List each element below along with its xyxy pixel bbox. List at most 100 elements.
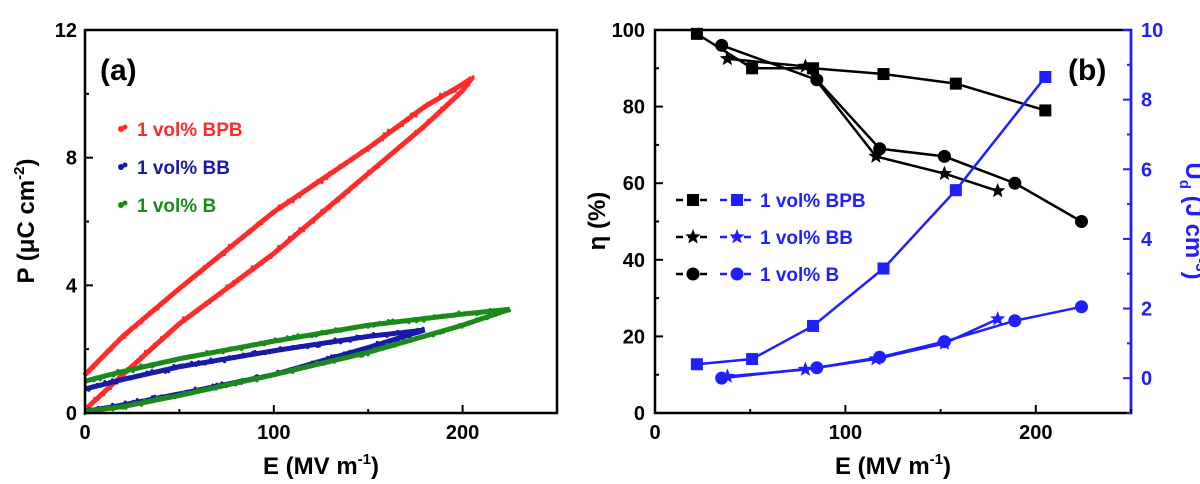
data-point xyxy=(195,353,199,357)
data-point xyxy=(376,333,380,337)
x-tick-label: 0 xyxy=(79,422,90,444)
data-point xyxy=(279,338,283,342)
data-point xyxy=(103,390,107,394)
data-point xyxy=(343,339,347,343)
data-point xyxy=(125,332,129,336)
data-point xyxy=(264,257,268,261)
data-point xyxy=(285,335,289,339)
legend-marker xyxy=(118,126,124,132)
data-point xyxy=(233,382,237,386)
data-point xyxy=(363,175,367,180)
data-point xyxy=(385,334,389,338)
data-point xyxy=(190,360,194,364)
legend-label: 1 vol% BPB xyxy=(137,120,243,141)
data-point xyxy=(229,346,233,350)
data-point xyxy=(386,128,390,132)
data-point xyxy=(185,392,189,396)
panel-a-y-axis-label: P (μC cm-2) xyxy=(11,159,40,284)
series-line xyxy=(727,317,999,378)
data-point xyxy=(485,317,489,321)
data-point xyxy=(175,325,179,329)
data-point xyxy=(746,353,759,366)
data-point xyxy=(267,214,271,218)
data-point xyxy=(990,311,1006,326)
data-point xyxy=(152,364,156,368)
data-point xyxy=(167,370,171,374)
data-point xyxy=(441,313,445,317)
data-point xyxy=(205,350,209,354)
data-point xyxy=(286,198,290,202)
data-point xyxy=(475,312,479,317)
data-point xyxy=(222,287,227,291)
data-point xyxy=(393,344,397,348)
data-point xyxy=(276,349,280,353)
data-point xyxy=(143,398,147,402)
data-point xyxy=(1008,314,1022,328)
data-point xyxy=(172,363,176,368)
data-point xyxy=(239,354,243,359)
data-point xyxy=(214,387,218,391)
data-point xyxy=(132,401,136,405)
legend-marker xyxy=(118,202,124,208)
data-point xyxy=(194,274,198,278)
data-point xyxy=(306,345,310,350)
data-point xyxy=(193,355,197,359)
data-point xyxy=(144,364,148,368)
series-line xyxy=(721,44,1083,223)
data-point xyxy=(365,334,369,338)
data-point xyxy=(223,360,227,364)
data-point xyxy=(186,355,190,359)
data-point xyxy=(351,338,355,342)
data-point xyxy=(106,382,110,386)
data-point xyxy=(160,335,164,340)
data-point xyxy=(322,342,326,346)
data-point xyxy=(235,345,239,350)
data-point xyxy=(353,324,358,328)
data-point xyxy=(352,155,356,160)
data-point xyxy=(379,345,383,349)
data-point xyxy=(164,359,168,363)
data-point xyxy=(401,336,405,340)
data-point xyxy=(376,347,380,351)
data-point xyxy=(424,333,428,338)
data-point xyxy=(111,408,115,412)
data-point xyxy=(108,372,112,376)
data-point xyxy=(167,359,171,363)
data-point xyxy=(291,200,295,204)
data-point xyxy=(234,355,238,359)
data-point xyxy=(347,356,351,360)
left-y-tick-label: 80 xyxy=(623,97,645,119)
data-point xyxy=(260,262,264,266)
series-line xyxy=(696,32,1046,112)
data-point xyxy=(868,148,884,163)
data-point xyxy=(269,255,273,259)
data-point xyxy=(158,338,162,342)
data-point xyxy=(139,363,143,367)
legend-marker-energy xyxy=(729,229,745,244)
data-point xyxy=(250,265,254,269)
data-point xyxy=(182,356,187,360)
data-point xyxy=(336,339,340,343)
data-point xyxy=(292,334,296,338)
data-point xyxy=(355,334,359,338)
panel-b-chart: 0 100 200 0 20 40 60 80 100 0 2 4 6 8 10 (b) E (MV m-1… xyxy=(584,20,1200,480)
data-point xyxy=(277,204,281,208)
data-point xyxy=(110,378,114,382)
left-y-tick-label: 0 xyxy=(634,403,645,425)
data-point xyxy=(213,295,217,300)
data-point xyxy=(334,327,338,331)
data-point xyxy=(173,395,177,400)
data-point xyxy=(166,394,170,398)
hysteresis-loop-3 xyxy=(83,306,512,416)
data-point xyxy=(211,350,215,354)
data-point xyxy=(389,153,393,157)
data-point xyxy=(377,165,381,169)
data-point xyxy=(409,112,413,116)
data-point xyxy=(267,372,271,377)
data-point xyxy=(354,183,358,187)
data-point xyxy=(949,184,962,197)
data-point xyxy=(398,144,402,148)
data-point xyxy=(258,340,263,344)
data-point xyxy=(391,318,395,322)
